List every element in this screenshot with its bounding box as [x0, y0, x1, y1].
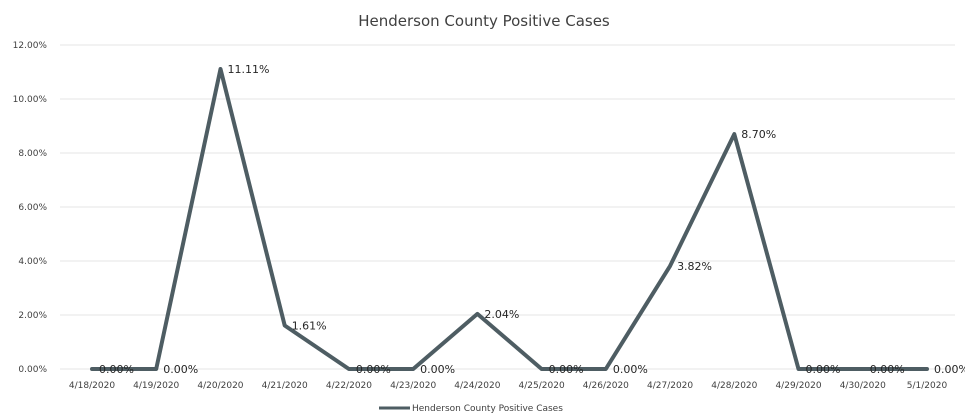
- data-label: 0.00%: [420, 363, 455, 376]
- series-line: [90, 67, 929, 371]
- data-label: 11.11%: [227, 63, 269, 76]
- data-point: [347, 367, 351, 371]
- data-point: [411, 367, 415, 371]
- data-label: 8.70%: [741, 128, 776, 141]
- data-point: [668, 264, 672, 268]
- series-group: [90, 67, 929, 371]
- x-tick-label: 4/23/2020: [390, 381, 436, 391]
- x-tick-label: 4/20/2020: [197, 381, 243, 391]
- data-point: [90, 367, 94, 371]
- data-point: [540, 367, 544, 371]
- data-label: 0.00%: [806, 363, 841, 376]
- data-point: [732, 132, 736, 136]
- data-label: 0.00%: [163, 363, 198, 376]
- data-label: 0.00%: [99, 363, 134, 376]
- y-tick-label: 4.00%: [18, 257, 47, 267]
- data-point: [604, 367, 608, 371]
- x-tick-label: 4/30/2020: [840, 381, 886, 391]
- data-labels: 0.00% 0.00% 11.11% 1.61% 0.00% 0.00% 2.04% 0.00…: [99, 63, 965, 376]
- data-point: [283, 324, 287, 328]
- y-tick-label: 10.00%: [13, 95, 48, 105]
- x-tick-label: 5/1/2020: [907, 381, 948, 391]
- y-tick-label: 2.00%: [18, 311, 47, 321]
- y-tick-label: 8.00%: [18, 149, 47, 159]
- data-label: 0.00%: [549, 363, 584, 376]
- legend-label: Henderson County Positive Cases: [412, 404, 563, 414]
- y-tick-label: 0.00%: [18, 365, 47, 375]
- data-label: 2.04%: [484, 308, 519, 321]
- data-label: 1.61%: [292, 320, 327, 333]
- gridlines: [60, 44, 955, 370]
- data-point: [218, 67, 222, 71]
- data-label: 0.00%: [613, 363, 648, 376]
- data-point: [475, 312, 479, 316]
- x-tick-label: 4/28/2020: [711, 381, 757, 391]
- x-tick-label: 4/22/2020: [326, 381, 372, 391]
- data-label: 0.00%: [356, 363, 391, 376]
- data-point: [861, 367, 865, 371]
- x-tick-label: 4/18/2020: [69, 381, 115, 391]
- y-tick-label: 12.00%: [13, 41, 48, 51]
- x-tick-label: 4/27/2020: [647, 381, 693, 391]
- data-label: 0.00%: [870, 363, 905, 376]
- y-tick-label: 6.00%: [18, 203, 47, 213]
- x-axis-ticks: 4/18/2020 4/19/2020 4/20/2020 4/21/2020 4/22…: [69, 381, 948, 391]
- x-tick-label: 4/21/2020: [262, 381, 308, 391]
- chart-title: Henderson County Positive Cases: [358, 12, 610, 30]
- data-point: [797, 367, 801, 371]
- x-tick-label: 4/24/2020: [454, 381, 500, 391]
- legend: Henderson County Positive Cases: [379, 404, 563, 414]
- data-point: [154, 367, 158, 371]
- x-tick-label: 4/29/2020: [775, 381, 821, 391]
- data-point: [925, 367, 929, 371]
- data-label: 3.82%: [677, 260, 712, 273]
- y-axis-ticks: 0.00% 2.00% 4.00% 6.00% 8.00% 10.00% 12.00%: [13, 41, 48, 375]
- x-tick-label: 4/26/2020: [583, 381, 629, 391]
- x-tick-label: 4/25/2020: [519, 381, 565, 391]
- data-label: 0.00%: [934, 363, 965, 376]
- x-tick-label: 4/19/2020: [133, 381, 179, 391]
